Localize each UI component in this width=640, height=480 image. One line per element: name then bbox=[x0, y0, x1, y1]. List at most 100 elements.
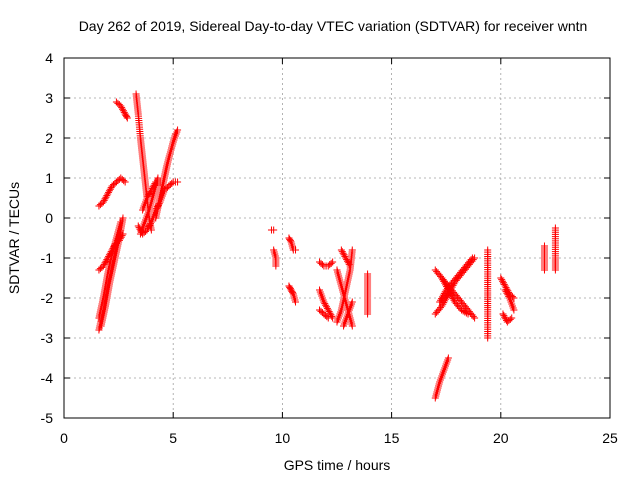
data-point bbox=[101, 259, 109, 267]
grid-lines bbox=[64, 58, 610, 418]
data-point bbox=[121, 178, 129, 186]
data-point bbox=[174, 126, 182, 134]
data-point bbox=[292, 246, 300, 254]
data-point bbox=[145, 223, 153, 231]
data-point bbox=[506, 315, 514, 323]
data-point bbox=[551, 266, 559, 274]
data-point bbox=[469, 312, 477, 320]
plot-frame bbox=[63, 57, 611, 419]
data-point bbox=[119, 214, 127, 222]
data-point bbox=[468, 254, 476, 262]
data-point bbox=[324, 306, 332, 314]
data-point bbox=[110, 243, 118, 251]
data-point bbox=[114, 235, 122, 243]
x-tick-label: 25 bbox=[602, 430, 618, 446]
data-point bbox=[117, 218, 125, 226]
data-point bbox=[500, 280, 508, 288]
data-point bbox=[286, 237, 294, 245]
data-point bbox=[105, 188, 113, 196]
data-point bbox=[444, 354, 452, 362]
data-point bbox=[103, 192, 111, 200]
data-point bbox=[103, 256, 111, 264]
data-point bbox=[484, 334, 492, 342]
data-point bbox=[318, 261, 326, 269]
data-point bbox=[339, 249, 347, 257]
data-point bbox=[119, 105, 127, 113]
data-point bbox=[364, 310, 372, 318]
data-point bbox=[174, 178, 182, 186]
data-point bbox=[109, 244, 117, 252]
data-point bbox=[499, 279, 507, 287]
data-point bbox=[113, 236, 121, 244]
y-tick-label: 0 bbox=[45, 210, 53, 226]
data-point bbox=[326, 309, 334, 317]
data-point bbox=[100, 260, 108, 268]
data-point bbox=[104, 190, 112, 198]
y-tick-label: -2 bbox=[41, 290, 54, 306]
data-point bbox=[171, 130, 179, 138]
data-point bbox=[348, 322, 356, 330]
data-point bbox=[289, 289, 297, 297]
data-point bbox=[501, 286, 509, 294]
data-point bbox=[104, 254, 112, 262]
data-point bbox=[292, 298, 300, 306]
y-axis-ticks: -5 -4 -3 -2 -1 0 1 2 3 4 bbox=[41, 50, 610, 426]
data-point bbox=[116, 232, 124, 240]
data-point bbox=[102, 193, 110, 201]
data-point bbox=[346, 262, 354, 270]
data-point bbox=[145, 191, 153, 199]
data-point bbox=[120, 177, 128, 185]
data-point bbox=[168, 179, 176, 187]
data-point bbox=[341, 252, 349, 260]
data-point bbox=[323, 303, 331, 311]
data-point bbox=[505, 292, 513, 300]
y-axis-label: SDTVAR / TECUs bbox=[6, 182, 22, 294]
data-point bbox=[323, 313, 331, 321]
data-point bbox=[107, 248, 115, 256]
data-point bbox=[117, 102, 125, 110]
data-point bbox=[508, 314, 516, 322]
data-point bbox=[123, 113, 131, 121]
y-tick-label: -4 bbox=[41, 370, 54, 386]
data-point bbox=[344, 259, 352, 267]
data-point bbox=[154, 174, 162, 182]
y-tick-label: 3 bbox=[45, 90, 53, 106]
data-point bbox=[111, 241, 119, 249]
data-point bbox=[115, 233, 123, 241]
data-points bbox=[95, 90, 559, 402]
data-point bbox=[325, 308, 333, 316]
data-point bbox=[499, 310, 507, 318]
data-point bbox=[498, 276, 506, 284]
data-point bbox=[510, 306, 518, 314]
x-tick-label: 15 bbox=[384, 430, 400, 446]
data-point bbox=[343, 256, 351, 264]
x-tick-label: 10 bbox=[275, 430, 291, 446]
data-point bbox=[108, 246, 116, 254]
data-point bbox=[112, 238, 120, 246]
data-point bbox=[342, 254, 350, 262]
data-point bbox=[467, 256, 475, 264]
data-point bbox=[327, 259, 335, 267]
data-point bbox=[123, 114, 131, 122]
y-tick-label: -3 bbox=[41, 330, 54, 346]
data-point bbox=[106, 185, 114, 193]
data-point bbox=[348, 246, 356, 254]
data-point bbox=[324, 314, 332, 322]
data-point bbox=[101, 195, 109, 203]
y-tick-label: 4 bbox=[45, 50, 53, 66]
data-point bbox=[323, 304, 331, 312]
data-point bbox=[105, 252, 113, 260]
y-tick-label: -1 bbox=[41, 250, 54, 266]
data-point bbox=[100, 196, 108, 204]
data-point bbox=[112, 240, 120, 248]
x-tick-label: 20 bbox=[493, 430, 509, 446]
data-point bbox=[340, 251, 348, 259]
y-tick-label: -5 bbox=[41, 410, 54, 426]
data-point bbox=[120, 108, 128, 116]
y-tick-label: 2 bbox=[45, 130, 53, 146]
data-point bbox=[320, 298, 328, 306]
data-point bbox=[338, 248, 346, 256]
data-point bbox=[102, 257, 110, 265]
data-point bbox=[462, 309, 470, 317]
